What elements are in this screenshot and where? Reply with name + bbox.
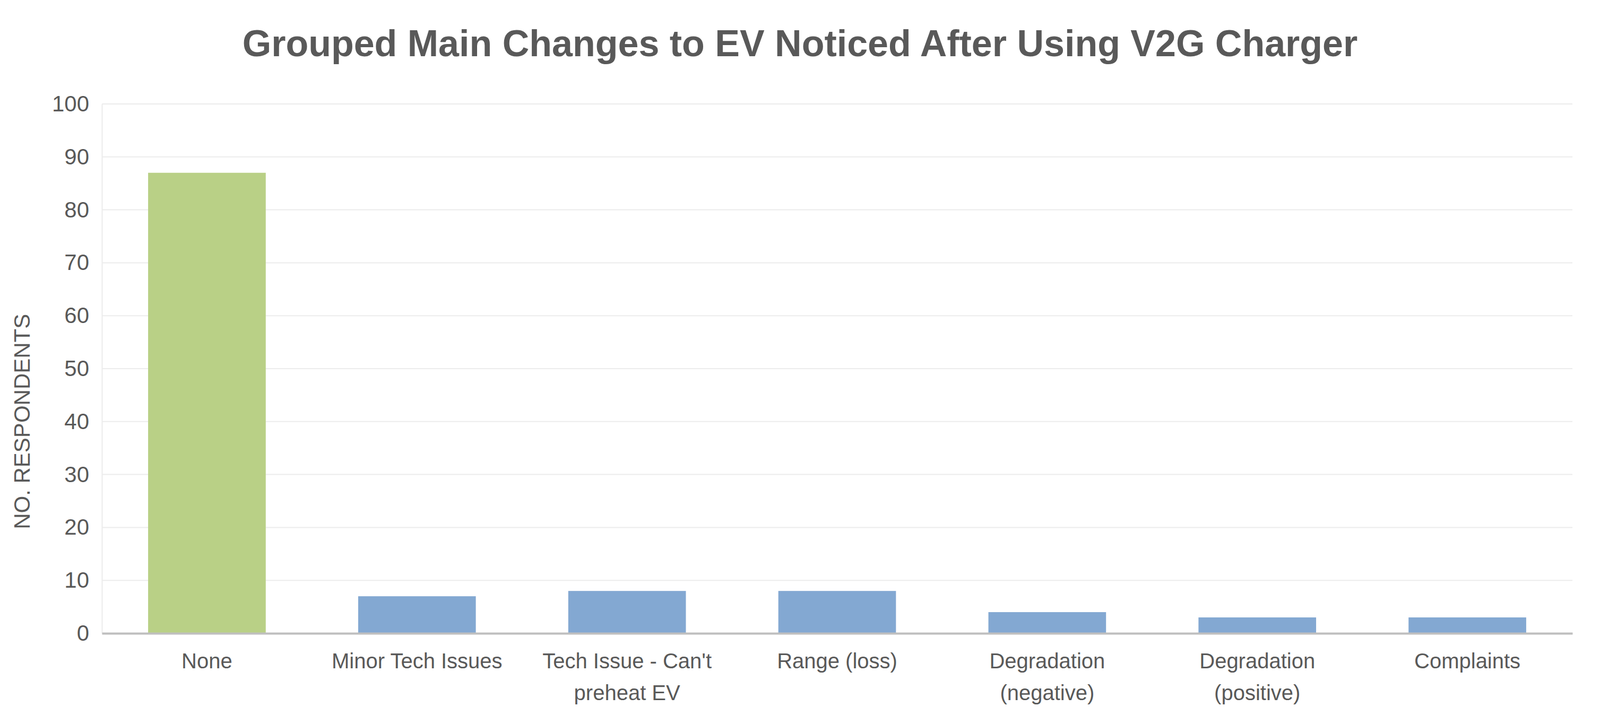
x-tick-label-line: None [181, 649, 233, 673]
y-tick-label: 0 [76, 620, 90, 646]
y-tick-label: 40 [64, 409, 90, 435]
x-tick-label-line: Degradation [1199, 649, 1316, 673]
y-tick-label: 30 [64, 462, 90, 488]
y-tick-label: 20 [64, 514, 90, 540]
y-tick: 40 [64, 409, 102, 435]
bar [988, 612, 1107, 634]
bar [358, 596, 477, 634]
grid-line [101, 368, 1573, 370]
y-tick: 100 [52, 91, 102, 117]
y-tick: 10 [64, 567, 102, 593]
grid-line [101, 633, 1573, 635]
x-tick-label: Tech Issue - Can't preheat EV [542, 649, 712, 705]
x-tick-label-line: Complaints [1414, 649, 1521, 673]
bar [1198, 617, 1317, 634]
plot: 0 10 20 30 40 50 60 70 80 90 100 None Minor Tech Iss… [52, 91, 1573, 705]
y-tick: 90 [64, 144, 102, 170]
y-tick-label: 70 [64, 249, 90, 275]
x-tick-label: None [181, 649, 233, 673]
x-tick-label: Range (loss) [776, 649, 898, 673]
y-tick-label: 60 [64, 303, 90, 328]
y-tick: 70 [64, 249, 102, 275]
bar [148, 173, 266, 634]
y-tick-label: 10 [64, 567, 90, 593]
bars [148, 173, 1527, 634]
grid-line [101, 103, 1573, 105]
bar [778, 591, 897, 634]
y-tick: 60 [64, 303, 102, 328]
y-tick: 0 [76, 620, 102, 646]
y-tick: 20 [64, 514, 102, 540]
y-axis-title: NO. RESPONDENTS [9, 314, 35, 530]
x-tick-label: Degradation (negative) [989, 649, 1105, 705]
y-tick-label: 50 [64, 356, 90, 382]
y-tick: 80 [64, 197, 102, 223]
grid-line [101, 262, 1573, 264]
x-tick-label-line: Minor Tech Issues [331, 649, 503, 673]
x-tick: Range (loss) [776, 633, 898, 673]
y-tick: 30 [64, 462, 102, 488]
grid-line [101, 421, 1573, 423]
x-tick-label: Minor Tech Issues [331, 649, 503, 673]
x-tick: Complaints [1414, 633, 1521, 673]
x-axis: None Minor Tech Issues Tech Issue - Can't p… [102, 633, 1573, 705]
y-axis-line [101, 104, 103, 635]
grid-line [101, 156, 1573, 158]
x-axis-line [102, 633, 1573, 636]
x-tick-label-line: preheat EV [574, 681, 681, 705]
x-tick: Minor Tech Issues [331, 633, 503, 673]
y-tick-label: 80 [64, 197, 90, 223]
title: Grouped Main Changes to EV Noticed After… [242, 22, 1359, 65]
y-tick-label: 100 [52, 91, 90, 117]
grid-line [101, 580, 1573, 582]
chart: Grouped Main Changes to EV Noticed After… [0, 0, 1600, 724]
x-tick-label-line: (positive) [1214, 681, 1301, 705]
y-axis: 0 10 20 30 40 50 60 70 80 90 100 [52, 91, 103, 646]
bar [568, 591, 687, 634]
y-tick-label: 90 [64, 144, 90, 170]
bar [1408, 617, 1527, 634]
x-tick-label-line: (negative) [999, 681, 1095, 705]
grid [101, 104, 1573, 634]
x-tick: Degradation (positive) [1199, 633, 1316, 705]
x-tick-label: Degradation (positive) [1199, 649, 1316, 705]
x-tick: None [181, 633, 233, 673]
grid-line [101, 209, 1573, 211]
x-tick-label-line: Range (loss) [776, 649, 898, 673]
x-tick-label: Complaints [1414, 649, 1521, 673]
x-tick-label-line: Degradation [989, 649, 1105, 673]
x-tick: Degradation (negative) [989, 633, 1105, 705]
x-tick-label-line: Tech Issue - Can't [542, 649, 712, 673]
y-tick: 50 [64, 356, 102, 382]
grid-line [101, 315, 1573, 317]
x-tick: Tech Issue - Can't preheat EV [542, 633, 712, 705]
grid-line [101, 474, 1573, 476]
grid-line [101, 526, 1573, 529]
